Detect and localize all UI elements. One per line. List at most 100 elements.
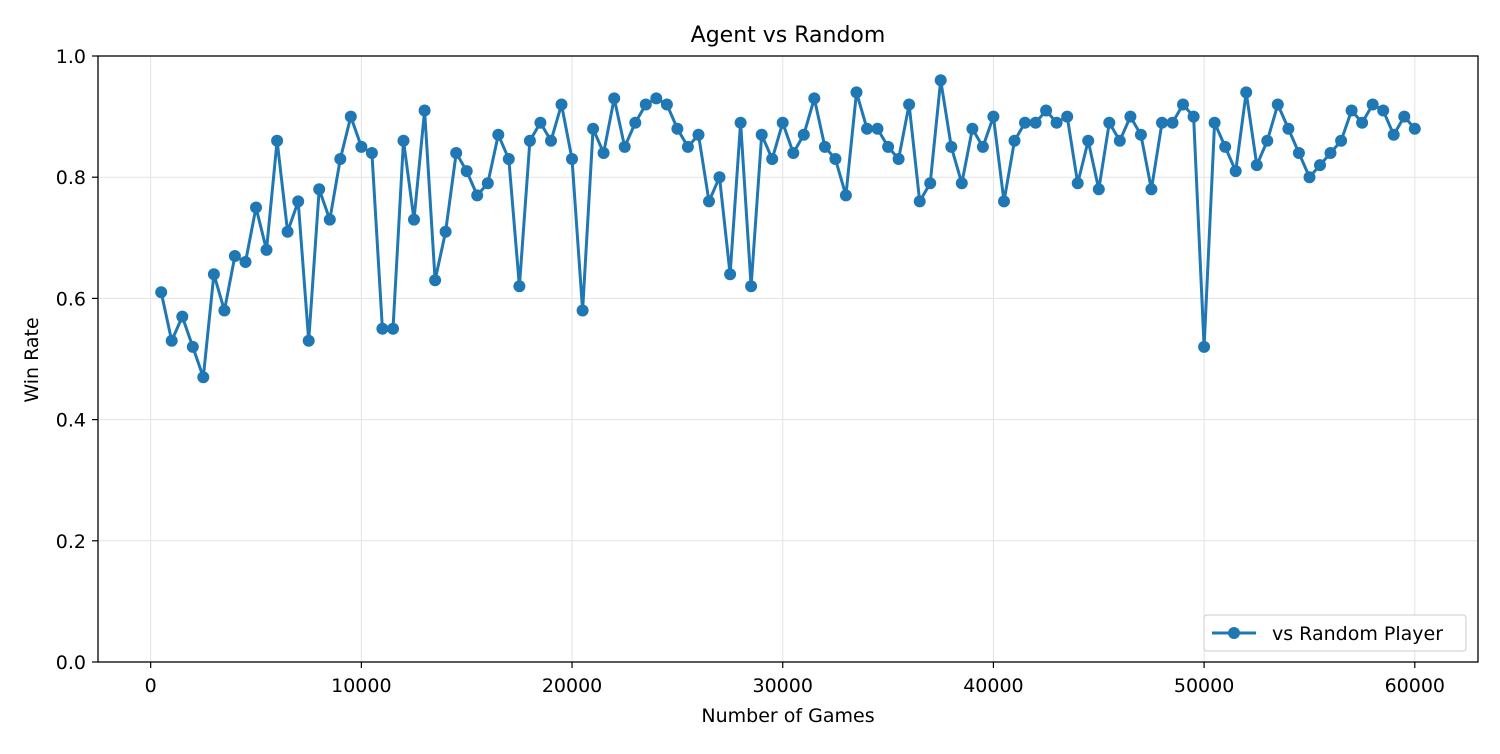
data-point	[913, 195, 926, 208]
data-point	[481, 177, 494, 190]
y-tick-label: 0.2	[56, 531, 86, 553]
data-point	[1314, 159, 1326, 172]
x-tick-label: 20000	[542, 675, 602, 697]
data-point	[724, 268, 737, 281]
x-tick-label: 30000	[753, 675, 813, 697]
data-point	[1050, 116, 1063, 129]
data-point	[629, 116, 642, 129]
data-point	[1324, 147, 1337, 159]
data-point	[1208, 116, 1221, 129]
data-point	[934, 74, 947, 87]
data-point	[787, 147, 800, 159]
data-point	[418, 104, 431, 117]
data-point	[1229, 165, 1242, 178]
data-point	[355, 140, 368, 153]
data-point	[281, 225, 294, 238]
data-point	[776, 116, 789, 129]
data-point	[1303, 171, 1316, 184]
data-point	[639, 98, 652, 111]
data-point	[1377, 104, 1390, 117]
data-point	[1008, 134, 1021, 147]
data-point	[450, 147, 463, 159]
data-point	[1345, 104, 1358, 117]
data-point	[1335, 134, 1348, 147]
data-point	[829, 153, 842, 165]
data-point	[302, 334, 315, 347]
x-tick-label: 10000	[331, 675, 391, 697]
x-tick-label: 0	[145, 675, 157, 697]
data-point	[1292, 147, 1305, 159]
data-point	[218, 304, 231, 317]
data-point	[1282, 122, 1295, 135]
data-point	[1103, 116, 1116, 129]
data-point	[1408, 122, 1421, 135]
data-point	[1145, 183, 1158, 196]
data-point	[323, 213, 336, 226]
data-point	[608, 92, 621, 105]
data-point	[1271, 98, 1284, 111]
data-point	[998, 195, 1010, 208]
legend-label: vs Random Player	[1272, 623, 1443, 645]
data-point	[334, 153, 347, 165]
data-point	[818, 140, 831, 153]
data-point	[344, 110, 357, 123]
data-point	[692, 128, 705, 141]
data-point	[155, 286, 168, 299]
data-point	[228, 250, 241, 262]
data-point	[513, 280, 526, 293]
data-point	[882, 140, 895, 153]
data-point	[734, 116, 747, 129]
data-point	[839, 189, 852, 202]
data-point	[523, 134, 536, 147]
data-point	[260, 243, 273, 256]
y-tick-label: 0.6	[56, 288, 86, 310]
data-point	[197, 371, 210, 384]
data-point	[1398, 110, 1411, 123]
y-tick-label: 0.0	[56, 652, 86, 674]
data-point	[650, 92, 663, 105]
data-point	[1177, 98, 1189, 111]
series-layer	[155, 74, 1421, 384]
data-point	[618, 140, 631, 153]
data-point	[1082, 134, 1095, 147]
data-point	[671, 122, 684, 135]
data-point	[1356, 116, 1369, 129]
data-point	[1040, 104, 1053, 117]
data-point	[534, 116, 547, 129]
data-point	[755, 128, 768, 141]
x-axis-label: Number of Games	[701, 705, 874, 727]
data-point	[292, 195, 305, 208]
data-point	[376, 322, 389, 335]
data-point	[892, 153, 905, 165]
data-point	[1113, 134, 1126, 147]
data-point	[387, 322, 399, 335]
data-point	[808, 92, 821, 105]
data-point	[502, 153, 515, 165]
data-point	[587, 122, 600, 135]
data-point	[1250, 159, 1263, 172]
x-tick-label: 50000	[1174, 675, 1234, 697]
data-point	[239, 256, 252, 268]
data-point	[397, 134, 410, 147]
data-point	[471, 189, 484, 202]
data-point	[681, 140, 694, 153]
data-point	[271, 134, 284, 147]
data-point	[439, 225, 452, 238]
data-point	[1019, 116, 1031, 129]
chart-title: Agent vs Random	[691, 23, 886, 48]
data-point	[1387, 128, 1400, 141]
data-point	[797, 128, 810, 141]
data-point	[207, 268, 220, 281]
data-point	[976, 140, 989, 153]
legend: vs Random Player	[1203, 614, 1467, 652]
data-point	[555, 98, 568, 111]
data-point	[945, 140, 958, 153]
data-point	[545, 134, 557, 147]
x-tick-label: 60000	[1385, 675, 1445, 697]
legend-marker-swatch	[1228, 627, 1240, 639]
data-point	[365, 147, 378, 159]
data-point	[987, 110, 1000, 123]
data-point	[1156, 116, 1168, 129]
